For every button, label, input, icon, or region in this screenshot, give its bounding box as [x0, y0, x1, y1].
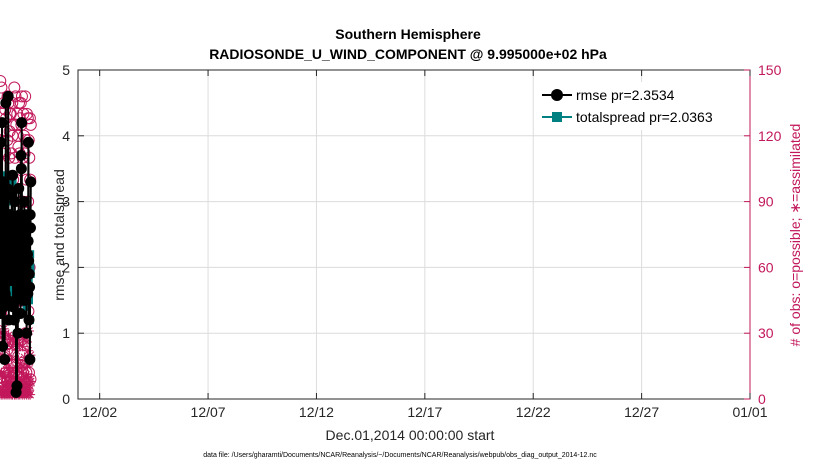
- rmse-series: [0, 90, 37, 398]
- rmse-point: [0, 117, 8, 129]
- legend-totalspread-label: totalspread pr=2.0363: [576, 109, 713, 125]
- assimilated-obs-point: [25, 389, 36, 400]
- x-tick-label: 12/12: [299, 404, 334, 420]
- possible-obs-point: [19, 90, 32, 103]
- y-tick-label: 4: [62, 128, 70, 144]
- rmse-point: [0, 354, 11, 366]
- possible-obs-point: [0, 74, 7, 87]
- totalspread-point: [0, 171, 7, 180]
- y-tick-label: 1: [62, 325, 70, 341]
- rmse-point: [18, 196, 30, 208]
- x-tick-label: 12/17: [407, 404, 442, 420]
- y2-tick-label: 0: [758, 391, 766, 407]
- y2-tick-label: 30: [758, 325, 774, 341]
- x-tick-label: 12/02: [82, 404, 117, 420]
- x-axis-label: Dec.01,2014 00:00:00 start: [326, 427, 495, 443]
- assimilated-obs-point: [25, 376, 36, 387]
- rmse-point: [2, 90, 14, 102]
- y2-tick-label: 60: [758, 259, 774, 275]
- rmse-point: [6, 248, 18, 260]
- rmse-point: [15, 150, 27, 162]
- assimilated-obs-point: [17, 341, 28, 352]
- x-tick-label: 12/27: [624, 404, 659, 420]
- x-tick-label: 12/07: [191, 404, 226, 420]
- rmse-point: [24, 209, 36, 221]
- rmse-point: [22, 136, 34, 148]
- rmse-point: [23, 268, 35, 280]
- possible-obs-point: [15, 90, 28, 103]
- rmse-point: [13, 182, 25, 194]
- y2-tick-label: 120: [758, 128, 782, 144]
- rmse-point: [7, 169, 19, 181]
- rmse-point: [14, 307, 26, 319]
- rmse-point: [23, 255, 35, 267]
- rmse-point: [16, 117, 28, 129]
- legend-background: [537, 82, 745, 130]
- rmse-point: [0, 136, 7, 148]
- x-tick-label: 12/22: [516, 404, 551, 420]
- y2-axis-label: # of obs: o=possible; ∗=assimilated: [787, 124, 803, 347]
- rmse-point: [24, 222, 36, 234]
- rmse-point: [0, 340, 9, 352]
- chart-subtitle: RADIOSONDE_U_WIND_COMPONENT @ 9.995000e+…: [209, 46, 607, 62]
- rmse-point: [22, 235, 34, 247]
- y-tick-label: 5: [62, 62, 70, 78]
- y-tick-label: 3: [62, 194, 70, 210]
- y-tick-label: 0: [62, 391, 70, 407]
- data-file-footnote: data file: /Users/gharamti/Documents/NCA…: [203, 452, 597, 459]
- legend: rmse pr=2.3534 totalspread pr=2.0363: [537, 82, 745, 130]
- legend-rmse-label: rmse pr=2.3534: [576, 87, 675, 103]
- rmse-point: [24, 354, 36, 366]
- rmse-point: [15, 163, 27, 175]
- legend-rmse-marker: [551, 89, 563, 101]
- y2-tick-label: 90: [758, 194, 774, 210]
- rmse-point: [11, 380, 23, 392]
- legend-totalspread-marker: [552, 112, 562, 122]
- rmse-point: [23, 314, 35, 326]
- rmse-point: [12, 327, 24, 339]
- possible-obs-point: [8, 81, 21, 94]
- y-axis-label: rmse and totalspread: [51, 169, 67, 301]
- possible-obs-point: [14, 96, 27, 109]
- rmse-point: [25, 176, 37, 188]
- rmse-point: [9, 196, 21, 208]
- y2-tick-label: 150: [758, 62, 782, 78]
- y-tick-label: 2: [62, 259, 70, 275]
- axis-ticks: 12/02 12/07 12/12 12/17 12/22 12/27 01/0101234…: [62, 62, 781, 420]
- x-tick-label: 01/01: [732, 404, 767, 420]
- possible-obs-point: [0, 81, 8, 94]
- rmse-point: [24, 281, 36, 293]
- rmse-point: [21, 327, 33, 339]
- chart-title: Southern Hemisphere: [335, 26, 481, 42]
